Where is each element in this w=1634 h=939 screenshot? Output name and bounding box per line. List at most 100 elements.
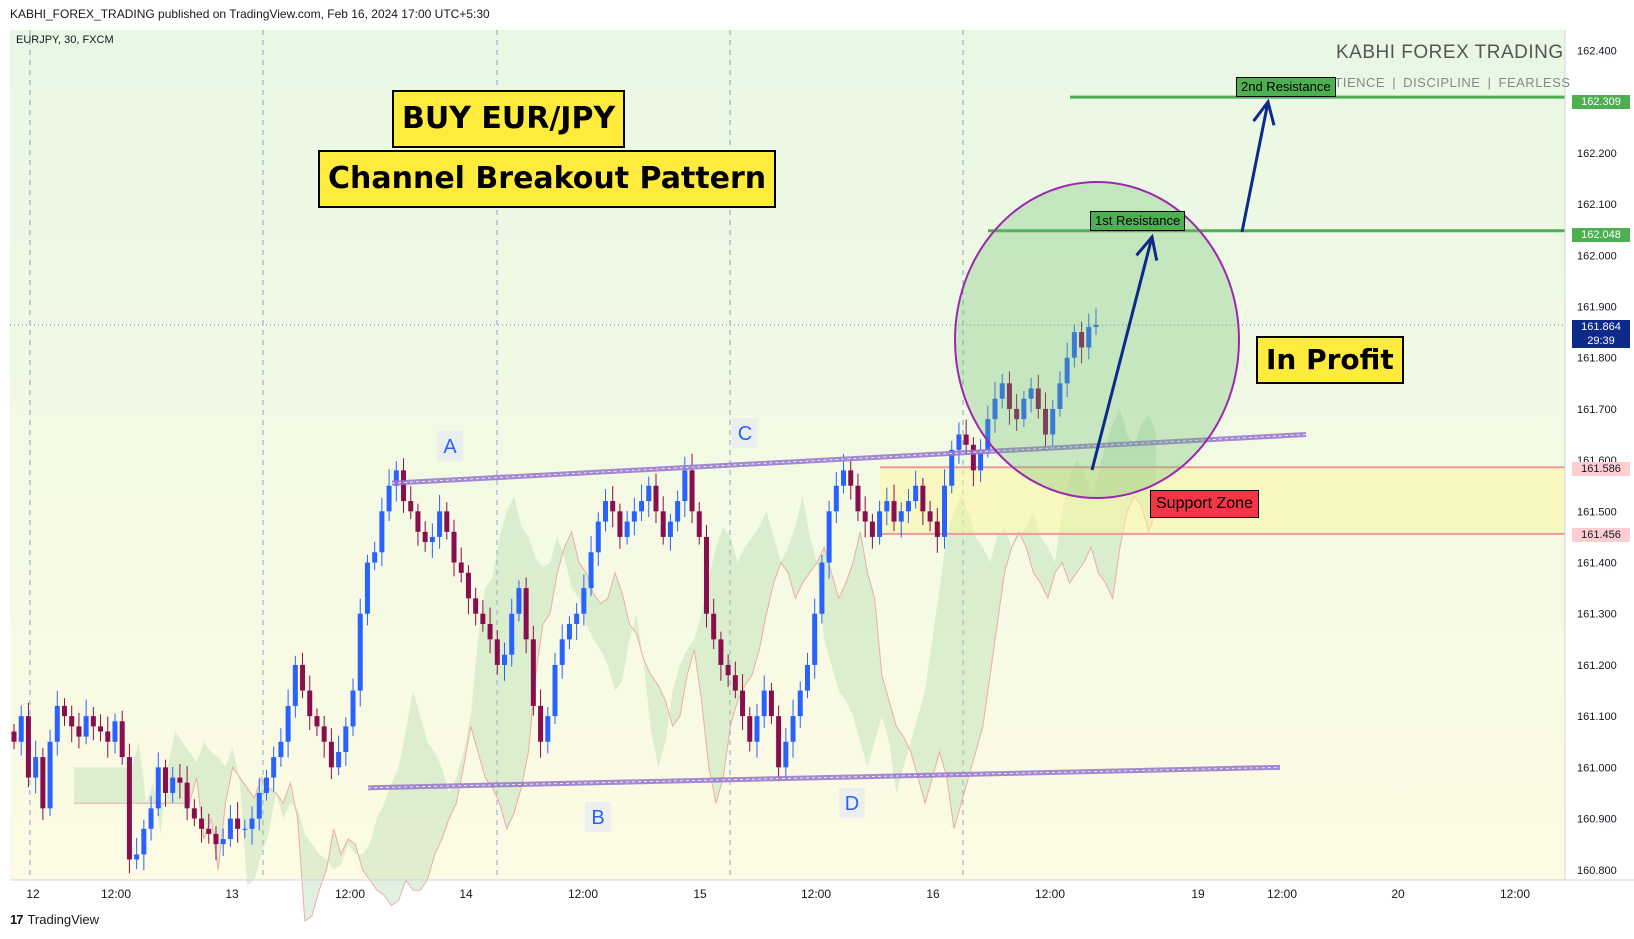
candle-body <box>978 449 984 471</box>
candle-body <box>429 536 435 543</box>
candle-body <box>776 716 782 768</box>
x-tick-label: 13 <box>225 887 239 901</box>
candle-body <box>516 588 522 614</box>
profit-circle-outline <box>954 181 1240 499</box>
candle-body <box>711 613 717 640</box>
y-tick-label: 161.800 <box>1577 353 1617 365</box>
candle-body <box>18 716 24 742</box>
candle-body <box>631 511 637 522</box>
x-tick-label: 12:00 <box>568 887 598 901</box>
y-tick-label: 161.400 <box>1577 558 1617 570</box>
in-profit-label: In Profit <box>1256 336 1404 384</box>
x-tick-label: 12:00 <box>1267 887 1297 901</box>
point-label-b: B <box>591 807 604 829</box>
candle-body <box>545 716 551 742</box>
candle-body <box>480 613 486 624</box>
candle-body <box>703 536 709 614</box>
candle-body <box>581 588 587 614</box>
x-tick-label: 14 <box>459 887 473 901</box>
candle-body <box>328 741 334 768</box>
candle-body <box>790 716 796 742</box>
candle-body <box>696 511 702 537</box>
x-tick-label: 12:00 <box>801 887 831 901</box>
candle-body <box>1057 383 1063 409</box>
candle-body <box>307 690 313 717</box>
x-tick-label: 15 <box>693 887 707 901</box>
candle-body <box>689 470 695 512</box>
point-label-bg <box>839 788 865 818</box>
first-target-arrow <box>1090 236 1154 471</box>
candle-body <box>797 690 803 717</box>
candle-body <box>530 639 536 706</box>
candle-body <box>199 818 205 829</box>
candle-body <box>422 531 428 543</box>
candle-body <box>624 521 630 537</box>
candle-body <box>249 818 255 829</box>
price-tag-last: 161.864 29:39 <box>1572 320 1630 348</box>
candle-body <box>667 521 673 537</box>
candle-body <box>314 716 320 727</box>
candle-body <box>841 470 847 486</box>
candle-body <box>869 521 875 537</box>
candle-body <box>509 613 515 655</box>
candle-body <box>891 501 897 522</box>
x-tick-label: 12:00 <box>335 887 365 901</box>
y-tick-label: 161.200 <box>1577 660 1617 672</box>
price-tag-support-top: 161.586 <box>1572 462 1630 476</box>
candle-body <box>848 470 854 486</box>
tradingview-footer: 17 TradingView <box>10 912 99 927</box>
y-tick-label: 161.500 <box>1577 506 1617 518</box>
candle-body <box>105 731 111 742</box>
candle-body <box>595 521 601 553</box>
candle-body <box>502 654 508 665</box>
candle-body <box>833 485 839 512</box>
candle-body <box>819 562 825 614</box>
candle-body <box>783 741 789 768</box>
candle-body <box>437 511 443 537</box>
profit-circle <box>955 182 1239 498</box>
second-resistance-label: 2nd Resistance <box>1236 77 1336 97</box>
point-label-d: D <box>845 793 859 815</box>
candle-body <box>83 716 89 737</box>
candle-body <box>675 501 681 522</box>
brand-tagline: PATIENCE | DISCIPLINE | FEARLESS <box>1318 75 1571 90</box>
candle-body <box>235 818 241 829</box>
candle-body <box>184 782 190 809</box>
candle-body <box>112 721 118 742</box>
candle-body <box>992 398 998 420</box>
candle-body <box>47 741 53 809</box>
candle-body <box>1093 324 1099 327</box>
title-pattern-label: Channel Breakout Pattern <box>318 150 777 208</box>
y-tick-label: 161.100 <box>1577 711 1617 723</box>
countdown: 29:39 <box>1587 335 1615 347</box>
support-zone-label: Support Zone <box>1150 490 1259 518</box>
candle-body <box>393 470 399 486</box>
point-label-bg <box>437 431 463 461</box>
candle-body <box>1014 408 1020 420</box>
candle-body <box>408 501 414 512</box>
candle-body <box>1079 332 1085 348</box>
y-tick-label: 161.300 <box>1577 609 1617 621</box>
candle-body <box>898 511 904 522</box>
candle-body <box>574 613 580 624</box>
y-tick-label: 161.000 <box>1577 762 1617 774</box>
x-tick-label: 12 <box>26 887 40 901</box>
second-target-arrow <box>1240 101 1270 233</box>
candle-body <box>877 511 883 537</box>
candle-body <box>191 808 197 819</box>
candle-body <box>1086 326 1092 348</box>
candle-body <box>732 675 738 691</box>
x-tick-label: 20 <box>1391 887 1405 901</box>
x-tick-label: 16 <box>926 887 940 901</box>
candle-body <box>141 828 147 855</box>
candle-body <box>170 777 176 793</box>
candle-body <box>610 501 616 512</box>
tradingview-name: TradingView <box>27 912 100 927</box>
candle-body <box>639 501 645 512</box>
candle-body <box>343 726 349 752</box>
candle-body <box>718 639 724 665</box>
channel-lower-line-inner <box>367 766 1281 789</box>
candle-body <box>1021 398 1027 420</box>
candle-body <box>855 485 861 512</box>
